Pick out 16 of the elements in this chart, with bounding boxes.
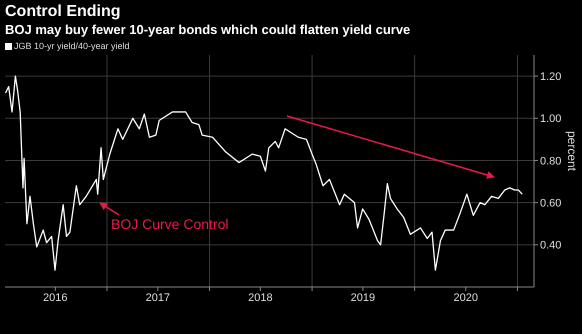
annotation: BOJ Curve Control bbox=[111, 216, 228, 232]
y-axis-title: percent bbox=[564, 130, 579, 172]
legend-label: JGB 10-yr yield/40-year yield bbox=[14, 41, 130, 51]
y-tick-label: 1.20 bbox=[540, 70, 562, 83]
y-tick-label: 1.00 bbox=[540, 113, 562, 126]
y-tick-label: 0.40 bbox=[540, 240, 562, 252]
x-tick-label: 2020 bbox=[453, 292, 478, 304]
y-tick-label: 0.60 bbox=[540, 198, 562, 210]
x-tick-label: 2017 bbox=[146, 292, 170, 304]
x-tick-label: 2019 bbox=[350, 292, 376, 304]
chart-title: Control Ending bbox=[5, 3, 121, 21]
line-series bbox=[5, 75, 523, 271]
x-tick-label: 2016 bbox=[43, 292, 68, 304]
x-tick-label: 2018 bbox=[248, 292, 273, 304]
y-tick-label: 0.80 bbox=[540, 155, 562, 168]
chart-subtitle: BOJ may buy fewer 10-year bonds which could flatten yield curve bbox=[5, 22, 410, 37]
